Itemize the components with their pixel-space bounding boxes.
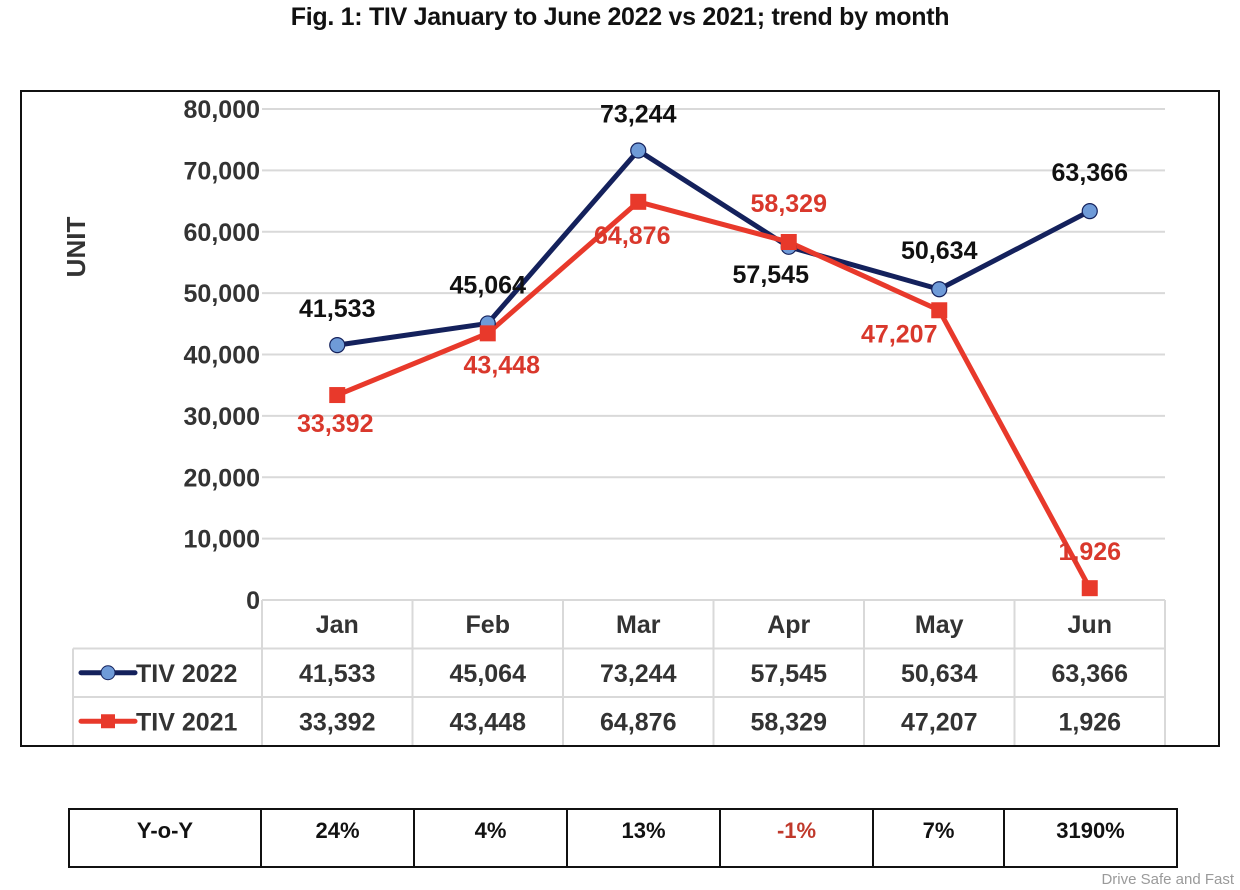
table-cell-value: 47,207: [901, 708, 977, 736]
chart-title: Fig. 1: TIV January to June 2022 vs 2021…: [290, 3, 950, 31]
table-cell-value: 63,366: [1052, 660, 1128, 688]
data-label: 64,876: [594, 222, 670, 250]
watermark: Drive Safe and Fast: [1101, 871, 1234, 888]
legend-circle-marker: [100, 665, 116, 681]
y-axis-ticks: 0 10,000 20,000 30,000 40,000 50,000 60,000 70,…: [184, 96, 260, 615]
y-tick-label: 70,000: [184, 157, 260, 185]
table-cell-value: 43,448: [450, 708, 527, 736]
y-tick-label: 10,000: [184, 526, 260, 554]
table-cell-value: 50,634: [901, 660, 978, 688]
yoy-value: 13%: [566, 808, 721, 868]
data-label: 41,533: [299, 295, 375, 323]
data-labels: 41,533 45,064 73,244 57,545 50,634 63,366 33,3…: [297, 100, 1128, 566]
data-point: [329, 387, 346, 404]
table-cell-value: 45,064: [450, 660, 527, 688]
table-cell-value: 41,533: [299, 660, 375, 688]
table-cell-value: 57,545: [751, 660, 828, 688]
data-point: [1081, 580, 1098, 597]
legend-label: TIV 2021: [136, 708, 238, 736]
table-cell-value: 64,876: [600, 708, 676, 736]
x-category-label: May: [915, 611, 964, 639]
data-point: [931, 281, 948, 298]
table-cell-value: 1,926: [1058, 708, 1121, 736]
y-tick-label: 60,000: [184, 219, 260, 247]
data-point: [1081, 202, 1098, 220]
data-label: 57,545: [733, 261, 810, 289]
data-label: 73,244: [600, 100, 677, 128]
line-chart: 0 10,000 20,000 30,000 40,000 50,000 60,000 70,…: [61, 96, 1166, 745]
data-point: [630, 142, 647, 159]
y-tick-label: 40,000: [184, 342, 260, 370]
y-tick-label: 50,000: [184, 280, 260, 308]
table-cell-value: 58,329: [751, 708, 827, 736]
data-label: 50,634: [901, 237, 978, 265]
series-line-tiv-2022: [336, 147, 1091, 348]
data-label: 47,207: [861, 320, 937, 348]
x-category-label: Apr: [767, 611, 810, 639]
y-tick-label: 30,000: [184, 403, 260, 431]
table-cell-value: 33,392: [299, 708, 375, 736]
yoy-value: 3190%: [1003, 808, 1178, 868]
data-label: 58,329: [751, 190, 827, 218]
legend-square-marker: [101, 714, 115, 729]
yoy-row: Y-o-Y 24% 4% 13% -1% 7% 3190%: [68, 808, 1178, 868]
y-tick-label: 0: [246, 587, 260, 615]
data-label: 45,064: [450, 271, 527, 299]
gridlines: [262, 108, 1165, 540]
yoy-value: 24%: [260, 808, 415, 868]
x-category-label: Mar: [616, 611, 661, 639]
data-point: [479, 325, 496, 342]
data-point: [931, 302, 948, 319]
yoy-label: Y-o-Y: [68, 808, 262, 868]
yoy-table: Y-o-Y 24% 4% 13% -1% 7% 3190%: [68, 808, 1178, 868]
x-category-label: Jun: [1068, 611, 1112, 639]
y-axis-label: UNIT: [61, 217, 91, 278]
yoy-value: 7%: [872, 808, 1005, 868]
yoy-value: 4%: [413, 808, 568, 868]
yoy-value: -1%: [719, 808, 874, 868]
data-label: 33,392: [297, 410, 373, 438]
x-category-label: Feb: [466, 611, 510, 639]
y-tick-label: 20,000: [184, 464, 260, 492]
data-table: Jan Feb Mar Apr May Jun TIV 2022 41,533 45,064 73…: [72, 599, 1166, 745]
data-label: 43,448: [464, 351, 541, 379]
data-point: [329, 336, 346, 354]
data-point: [630, 193, 647, 210]
data-label: 1,926: [1058, 538, 1121, 566]
series-lines: [329, 142, 1098, 597]
series-line-tiv-2021: [336, 199, 1092, 590]
data-point: [780, 234, 797, 251]
chart-frame: 0 10,000 20,000 30,000 40,000 50,000 60,000 70,…: [20, 90, 1220, 747]
legend-label: TIV 2022: [136, 660, 237, 688]
table-cell-value: 73,244: [600, 660, 677, 688]
x-category-label: Jan: [316, 611, 359, 639]
data-label: 63,366: [1052, 159, 1128, 187]
y-tick-label: 80,000: [184, 96, 260, 124]
